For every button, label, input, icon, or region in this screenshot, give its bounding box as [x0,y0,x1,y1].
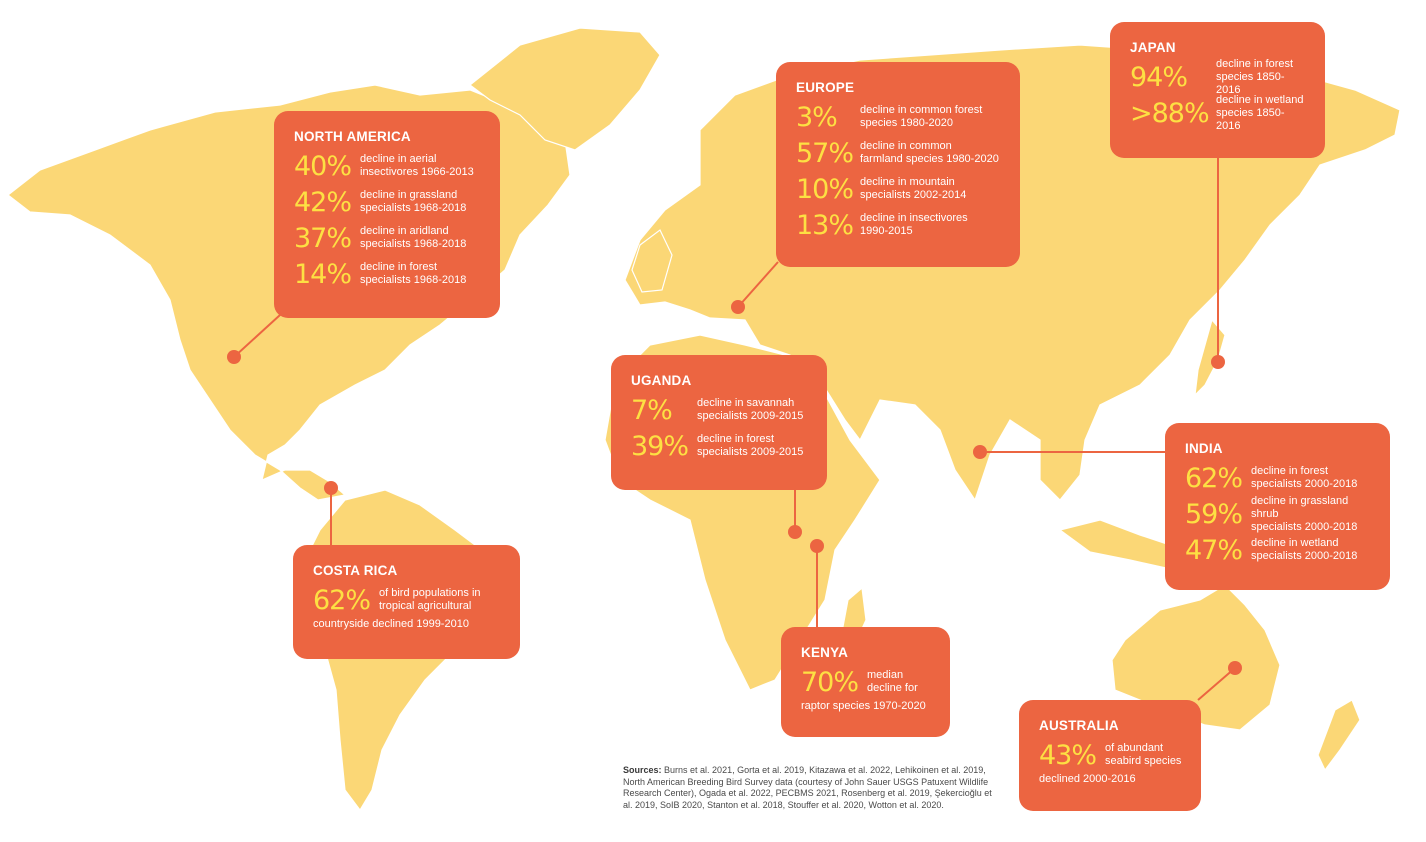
stat-row: 3% decline in common forest species 1980… [796,99,1002,135]
stat-row: 40% decline in aerial insectivores 1966-… [294,148,482,184]
uk-landmass [631,229,673,293]
stat-row: 42% decline in grassland specialists 196… [294,184,482,220]
new-zealand-landmass [1317,699,1361,772]
stat-value: 7% [631,394,673,426]
stat-desc: decline in aridland specialists 1968-201… [360,225,467,250]
stat-row: 13% decline in insectivores 1990-2015 [796,207,1002,243]
callout-japan: JAPAN 94% decline in forest species 1850… [1110,22,1325,158]
marker-kenya [810,539,824,553]
marker-north-america [227,350,241,364]
stat-value: 57% [796,137,854,169]
stat-row: 62% decline in forest specialists 2000-2… [1185,460,1372,496]
stat-value: 43% [1039,739,1097,771]
stat-value: >88% [1130,97,1210,129]
stat-row: 37% decline in aridland specialists 1968… [294,220,482,256]
callout-india: INDIA 62% decline in forest specialists … [1165,423,1390,590]
callout-europe: EUROPE 3% decline in common forest speci… [776,62,1020,267]
marker-europe [731,300,745,314]
connector-north-america [233,314,281,358]
stat-desc: decline in forest specialists 1968-2018 [360,261,467,286]
marker-australia [1228,661,1242,675]
stat-value: 37% [294,222,352,254]
stat-row: 57% decline in common farmland species 1… [796,135,1002,171]
stat-row: 62% of bird populations in tropical agri… [313,582,502,618]
connector-australia [1197,667,1236,701]
stat-value: 42% [294,186,352,218]
connectors [227,158,1242,701]
stat-row: 14% decline in forest specialists 1968-2… [294,256,482,292]
callout-kenya: KENYA 70% median decline for raptor spec… [781,627,950,737]
callout-north-america: NORTH AMERICA 40% decline in aerial inse… [274,111,500,318]
stat-desc: decline in forest species 1850-2016 [1216,57,1294,96]
stat-desc: decline in wetland species 1850-2016 [1216,93,1304,132]
stat-desc: decline in aerial insectivores 1966-2013 [360,153,474,178]
stat-desc: decline in forest specialists 2000-2018 [1251,465,1358,490]
stat-value: 94% [1130,61,1188,93]
stat-desc: median decline for [867,669,918,694]
stat-desc: of bird populations in tropical agricult… [379,587,481,612]
sources-note: Sources: Burns et al. 2021, Gorta et al.… [623,765,998,811]
greenland-landmass [469,27,661,151]
stat-value: 39% [631,430,689,462]
stat-value: 47% [1185,534,1243,566]
stat-desc: of abundant seabird species [1105,742,1182,767]
stat-value: 70% [801,666,859,698]
stat-desc: decline in grassland shrub specialists 2… [1251,494,1358,533]
stat-desc: decline in grassland specialists 1968-20… [360,189,467,214]
stat-row: 7% decline in savannah specialists 2009-… [631,392,809,428]
stat-desc: decline in common farmland species 1980-… [860,140,999,165]
stat-value: 59% [1185,498,1243,530]
marker-japan [1211,355,1225,369]
callout-costa-rica: COSTA RICA 62% of bird populations in tr… [293,545,520,659]
stat-desc: decline in mountain specialists 2002-201… [860,176,967,201]
region-title: AUSTRALIA [1039,718,1119,733]
stat-desc: decline in common forest species 1980-20… [860,104,983,129]
stat-value: 14% [294,258,352,290]
callout-australia: AUSTRALIA 43% of abundant seabird specie… [1019,700,1201,811]
region-title: INDIA [1185,441,1223,456]
stat-value: 40% [294,150,352,182]
marker-uganda [788,525,802,539]
stat-value: 10% [796,173,854,205]
stat-desc-tail: raptor species 1970-2020 [801,700,926,712]
region-title: KENYA [801,645,849,660]
stat-desc: decline in wetland specialists 2000-2018 [1251,537,1358,562]
region-title: UGANDA [631,373,692,388]
stat-desc: decline in insectivores 1990-2015 [860,212,968,237]
stat-value: 13% [796,209,854,241]
region-title: EUROPE [796,80,855,95]
callout-uganda: UGANDA 7% decline in savannah specialist… [611,355,827,490]
sources-label: Sources: [623,765,662,775]
region-title: JAPAN [1130,40,1176,55]
region-title: COSTA RICA [313,563,398,578]
stat-row: 59% decline in grassland shrub specialis… [1185,494,1372,533]
stat-desc-tail: countryside declined 1999-2010 [313,618,469,630]
stat-row: 39% decline in forest specialists 2009-2… [631,428,809,464]
marker-costa-rica [324,481,338,495]
stat-row: 10% decline in mountain specialists 2002… [796,171,1002,207]
stat-desc: decline in savannah specialists 2009-201… [697,397,804,422]
stat-row: 94% decline in forest species 1850-2016 [1130,57,1307,96]
region-title: NORTH AMERICA [294,129,411,144]
stat-row: 70% median decline for [801,664,932,700]
stat-value: 3% [796,101,838,133]
stat-desc: decline in forest specialists 2009-2015 [697,433,804,458]
australia-landmass [1111,584,1281,731]
stat-value: 62% [313,584,371,616]
sources-text: Burns et al. 2021, Gorta et al. 2019, Ki… [623,765,992,810]
stat-value: 62% [1185,462,1243,494]
marker-india [973,445,987,459]
stat-row: 47% decline in wetland specialists 2000-… [1185,532,1372,568]
stat-row: >88% decline in wetland species 1850-201… [1130,93,1307,132]
connector-europe [737,261,779,308]
stat-row: 43% of abundant seabird species [1039,737,1183,773]
stat-desc-tail: declined 2000-2016 [1039,773,1136,785]
